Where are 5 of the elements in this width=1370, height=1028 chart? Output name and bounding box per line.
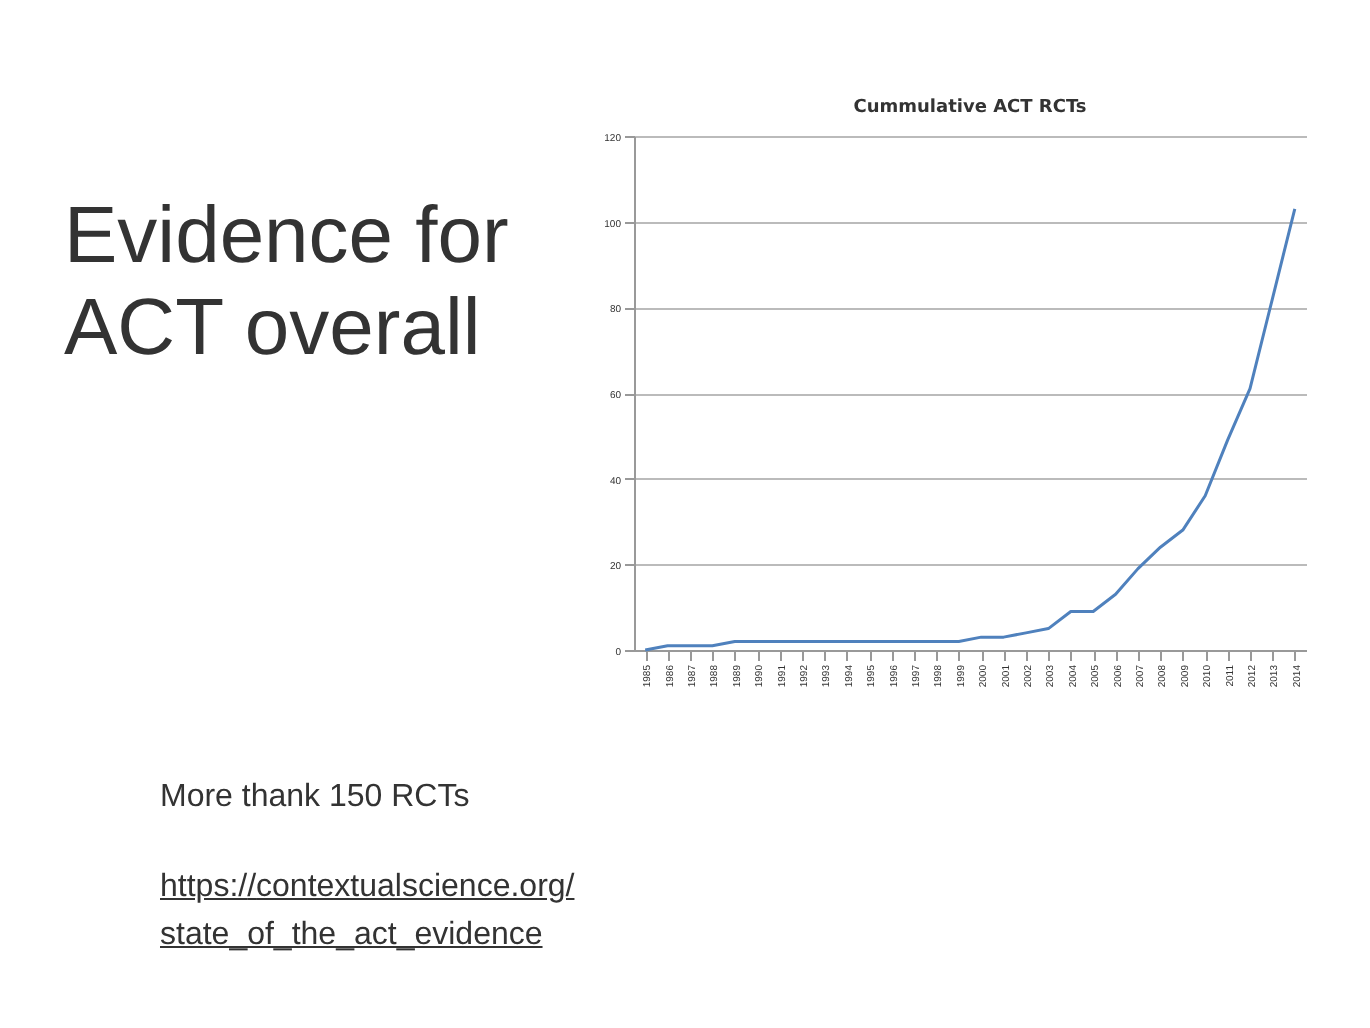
text: Evidence for ACT overall	[64, 192, 509, 372]
chart-title: Cummulative ACT RCTs	[853, 98, 1087, 118]
text: More thank 150 RCTs	[160, 780, 470, 816]
text: https://contextualscience.org/state_of_the_act_evidence	[160, 868, 577, 956]
line-series	[643, 207, 1297, 652]
